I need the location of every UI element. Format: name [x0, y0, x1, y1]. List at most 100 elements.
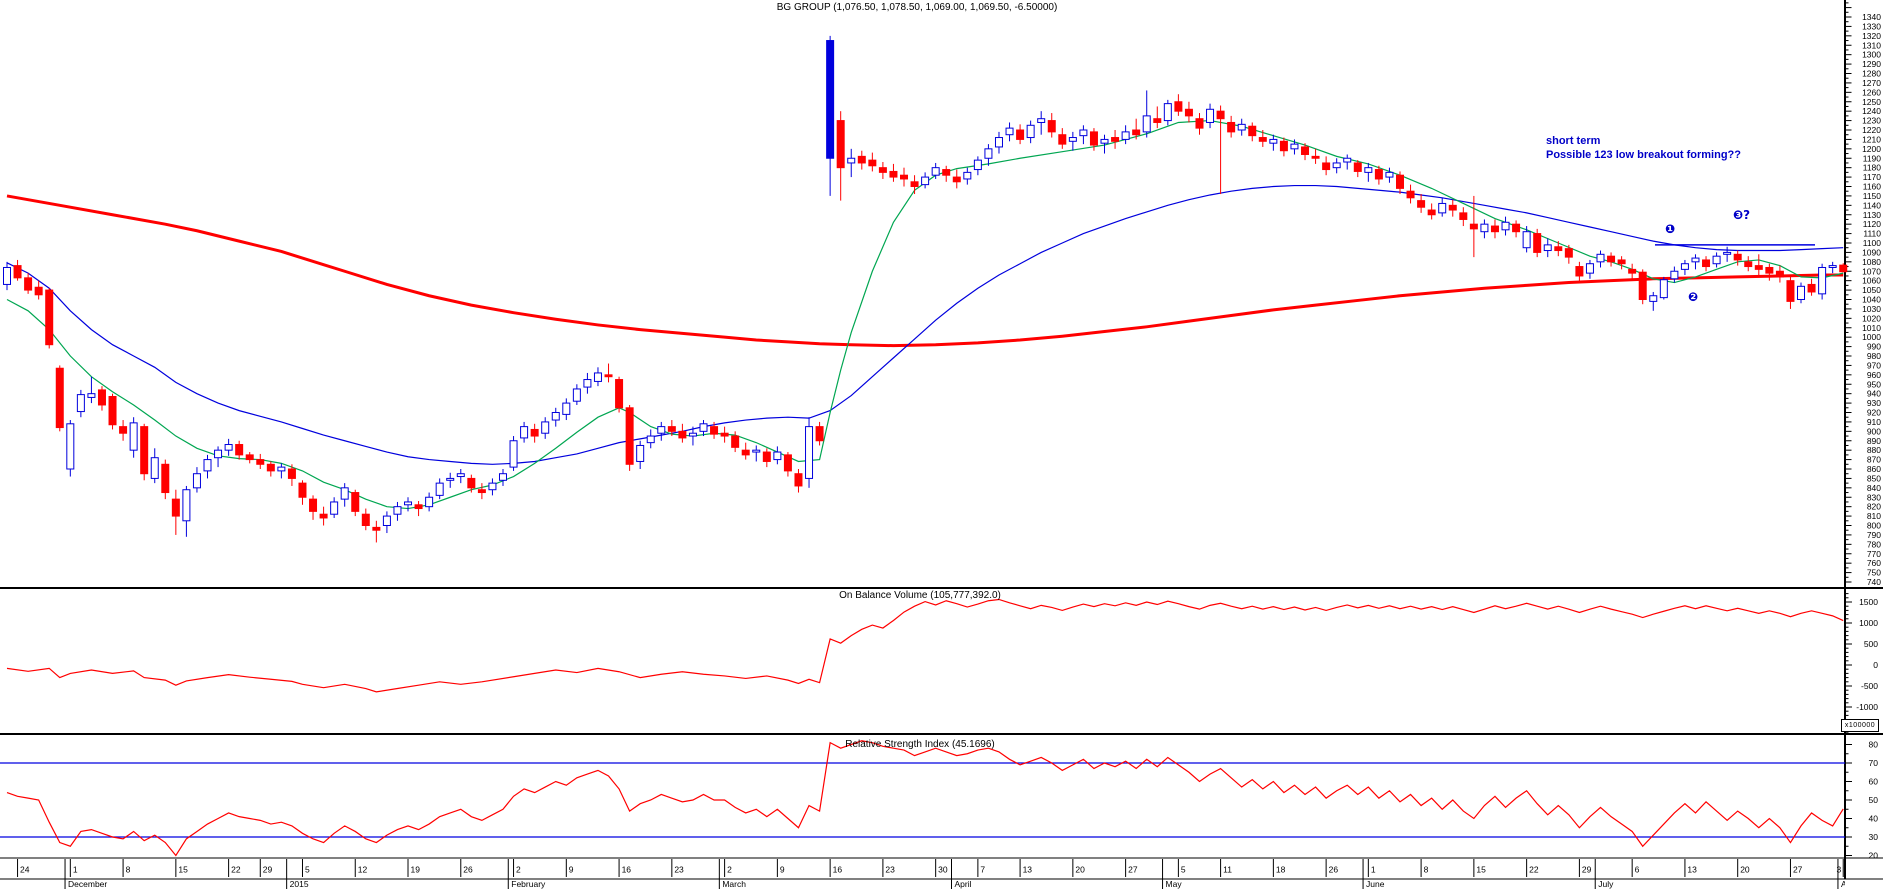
svg-text:1500: 1500 — [1859, 597, 1878, 607]
svg-text:December: December — [68, 879, 107, 889]
svg-text:April: April — [954, 879, 971, 889]
svg-text:800: 800 — [1867, 521, 1881, 531]
svg-text:1040: 1040 — [1862, 295, 1881, 305]
svg-text:820: 820 — [1867, 502, 1881, 512]
svg-text:2: 2 — [727, 865, 732, 875]
svg-text:940: 940 — [1867, 389, 1881, 399]
svg-text:2015: 2015 — [290, 879, 309, 889]
svg-text:1060: 1060 — [1862, 276, 1881, 286]
svg-text:3: 3 — [1836, 865, 1841, 875]
candles-layer — [3, 35, 1848, 543]
svg-text:1050: 1050 — [1862, 285, 1881, 295]
svg-text:23: 23 — [674, 865, 684, 875]
svg-text:16: 16 — [833, 865, 843, 875]
svg-text:1270: 1270 — [1862, 78, 1881, 88]
rsi-panel — [0, 740, 1845, 857]
svg-text:20: 20 — [1075, 865, 1085, 875]
svg-text:12: 12 — [358, 865, 368, 875]
rsi-panel-title: Relative Strength Index (45.1696) — [845, 739, 995, 750]
svg-text:29: 29 — [263, 865, 273, 875]
svg-text:26: 26 — [463, 865, 473, 875]
svg-text:29: 29 — [1582, 865, 1592, 875]
svg-text:27: 27 — [1128, 865, 1138, 875]
svg-text:1180: 1180 — [1863, 163, 1882, 173]
svg-text:790: 790 — [1867, 530, 1881, 540]
svg-text:1110: 1110 — [1863, 229, 1881, 239]
obv-panel — [6, 598, 1844, 693]
svg-text:1010: 1010 — [1862, 323, 1881, 333]
svg-text:910: 910 — [1867, 417, 1881, 427]
svg-text:27: 27 — [1793, 865, 1803, 875]
note-line-1: short term — [1546, 135, 1601, 147]
svg-text:1340: 1340 — [1862, 12, 1881, 22]
obv-scale-multiplier[interactable]: x100000 — [1841, 719, 1879, 732]
svg-text:1250: 1250 — [1862, 97, 1881, 107]
svg-text:850: 850 — [1867, 473, 1881, 483]
svg-text:1280: 1280 — [1862, 69, 1881, 79]
svg-text:970: 970 — [1867, 360, 1881, 370]
svg-text:1300: 1300 — [1862, 50, 1881, 60]
svg-text:990: 990 — [1867, 342, 1881, 352]
svg-text:23: 23 — [885, 865, 895, 875]
point-1-marker-icon[interactable]: ❶ — [1665, 222, 1676, 236]
svg-text:18: 18 — [1276, 865, 1286, 875]
svg-text:0: 0 — [1873, 660, 1878, 670]
svg-text:900: 900 — [1867, 426, 1881, 436]
point-2-marker-icon[interactable]: ❷ — [1688, 290, 1699, 304]
svg-text:5: 5 — [305, 865, 310, 875]
month-labels: December 2015 February March April May June Jul… — [64, 859, 1845, 889]
price-axis: 7407507607707807908008108208308408508608… — [1845, 2, 1882, 587]
svg-text:1210: 1210 — [1862, 134, 1881, 144]
svg-text:1170: 1170 — [1863, 172, 1882, 182]
svg-text:780: 780 — [1867, 539, 1881, 549]
svg-text:1260: 1260 — [1862, 87, 1881, 97]
svg-text:80: 80 — [1869, 740, 1879, 750]
svg-text:20: 20 — [1869, 851, 1879, 861]
svg-text:8: 8 — [126, 865, 131, 875]
svg-text:June: June — [1366, 879, 1385, 889]
rsi-axis: 20 30 40 50 60 70 80 — [1845, 740, 1878, 861]
svg-text:May: May — [1166, 879, 1183, 889]
svg-text:26: 26 — [1329, 865, 1339, 875]
svg-text:760: 760 — [1867, 558, 1881, 568]
svg-text:1100: 1100 — [1863, 238, 1882, 248]
svg-text:1: 1 — [1371, 865, 1376, 875]
svg-text:2: 2 — [516, 865, 521, 875]
svg-text:22: 22 — [231, 865, 241, 875]
svg-text:February: February — [511, 879, 546, 889]
svg-text:500: 500 — [1864, 639, 1878, 649]
svg-text:750: 750 — [1867, 568, 1881, 578]
svg-text:-500: -500 — [1861, 681, 1878, 691]
svg-text:1000: 1000 — [1862, 332, 1881, 342]
svg-text:1080: 1080 — [1862, 257, 1881, 267]
svg-text:13: 13 — [1023, 865, 1033, 875]
svg-text:960: 960 — [1867, 370, 1881, 380]
svg-text:860: 860 — [1867, 464, 1881, 474]
svg-text:40: 40 — [1869, 814, 1879, 824]
svg-text:1240: 1240 — [1862, 106, 1881, 116]
svg-text:1070: 1070 — [1862, 266, 1881, 276]
svg-text:9: 9 — [780, 865, 785, 875]
price-panel — [3, 35, 1848, 543]
analyst-note[interactable]: short term Possible 123 low breakout for… — [1546, 134, 1741, 162]
svg-text:70: 70 — [1869, 758, 1879, 768]
svg-text:870: 870 — [1867, 455, 1881, 465]
svg-text:-1000: -1000 — [1856, 702, 1878, 712]
svg-text:980: 980 — [1867, 351, 1881, 361]
svg-text:1190: 1190 — [1863, 153, 1882, 163]
svg-text:1090: 1090 — [1862, 247, 1881, 257]
note-line-2: Possible 123 low breakout forming?? — [1546, 149, 1741, 161]
svg-text:16: 16 — [622, 865, 632, 875]
svg-text:1160: 1160 — [1863, 182, 1882, 192]
svg-text:1310: 1310 — [1862, 40, 1881, 50]
svg-text:1020: 1020 — [1862, 313, 1881, 323]
obv-axis: -1000 -500 0 500 1000 1500 — [1845, 593, 1878, 733]
svg-text:9: 9 — [569, 865, 574, 875]
point-3-marker-icon[interactable]: ❸? — [1733, 208, 1751, 222]
svg-text:1000: 1000 — [1859, 618, 1878, 628]
svg-text:1330: 1330 — [1862, 21, 1881, 31]
svg-text:810: 810 — [1867, 511, 1881, 521]
